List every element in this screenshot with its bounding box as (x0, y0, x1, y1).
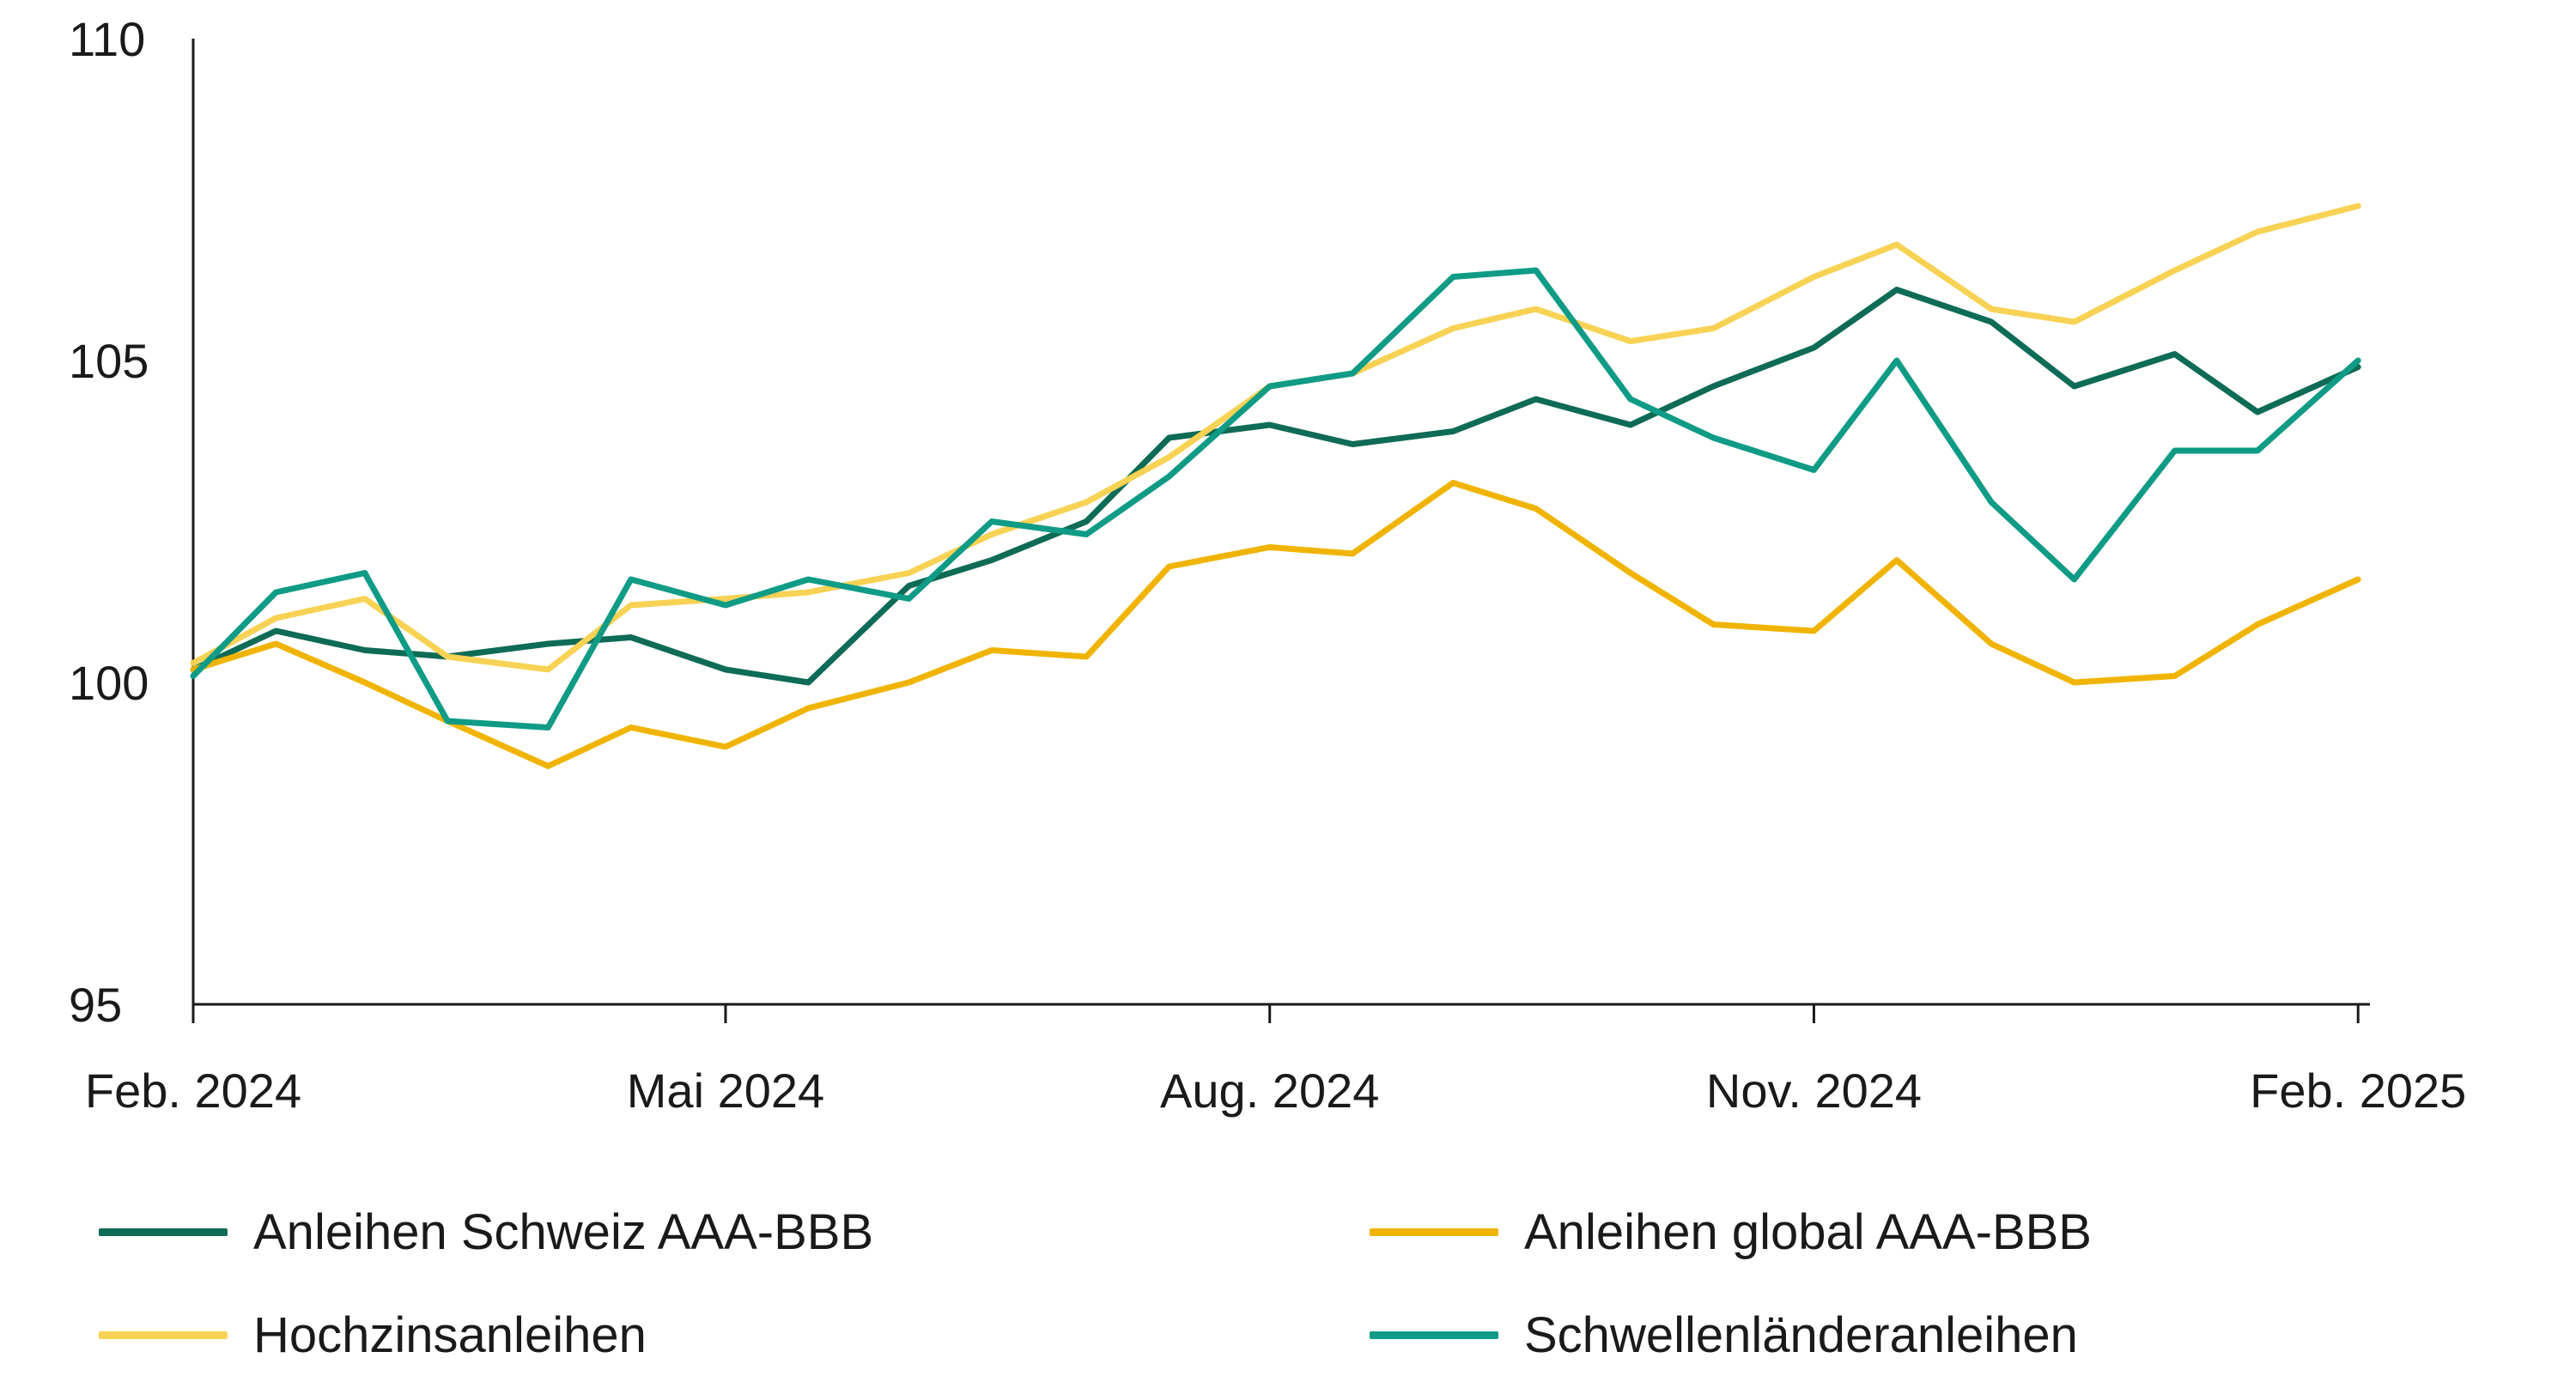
chart-axes (191, 39, 2370, 1023)
x-tick-label: Nov. 2024 (1706, 1064, 1922, 1118)
chart-tick-labels: 95 100 105 110 Feb. 2024 Mai 2024 Aug. 2024 Nov… (69, 12, 2466, 1118)
series-line (190, 203, 2361, 673)
x-tick-label: Feb. 2025 (2250, 1064, 2466, 1118)
y-tick-label: 105 (69, 334, 149, 388)
series-line (190, 480, 2361, 769)
y-tick-label: 95 (69, 978, 122, 1032)
y-tick-label: 110 (69, 12, 145, 66)
series-line (190, 287, 2361, 686)
chart-series-lines (190, 203, 2361, 769)
series-line (190, 267, 2361, 730)
x-tick-label: Mai 2024 (627, 1064, 824, 1118)
x-tick-label: Aug. 2024 (1160, 1064, 1379, 1118)
x-tick-label: Feb. 2024 (85, 1064, 301, 1118)
y-tick-label: 100 (69, 656, 149, 710)
